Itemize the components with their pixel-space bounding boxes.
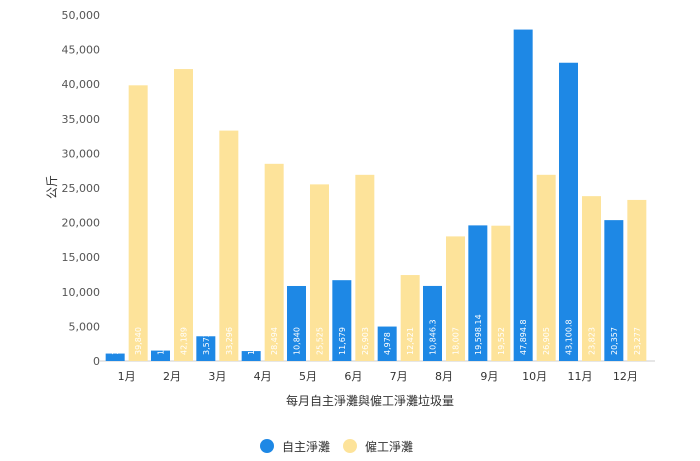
bar-value-label: 1,505 — [157, 332, 166, 355]
bar-value-label: 26,905 — [542, 327, 551, 355]
bar-value-label: 11,679 — [338, 327, 347, 355]
bar-series-2 — [174, 69, 193, 361]
bar-series-2 — [400, 275, 420, 361]
bar-series-2 — [536, 174, 556, 361]
y-axis-title: 公斤 — [45, 175, 59, 199]
bar-series-2 — [310, 184, 329, 361]
x-tick-label: 6月 — [344, 370, 362, 383]
bar-series-1 — [377, 326, 397, 361]
bar-value-label: 20,357 — [610, 327, 619, 355]
legend-marker-series-2 — [343, 439, 357, 453]
bar-series-1 — [287, 285, 306, 361]
y-tick-label: 20,000 — [62, 217, 101, 230]
x-tick-label: 7月 — [390, 370, 408, 383]
y-tick-label: 45,000 — [62, 44, 101, 57]
bar-series-1 — [196, 336, 216, 361]
x-tick-label: 10月 — [522, 370, 547, 383]
x-tick-label: 8月 — [435, 370, 453, 383]
bar-series-2 — [264, 163, 284, 361]
x-tick-label: 1月 — [118, 370, 136, 383]
bar-value-label: 3,573 — [202, 332, 211, 355]
bars: 1,075 39,840 1,505 42,189 3,573 33,296 1,435 28… — [105, 29, 647, 362]
bar-value-label: 18,007 — [452, 327, 461, 355]
bar-value-label: 1,075 — [111, 332, 120, 355]
bar-value-label: 39,840 — [134, 327, 143, 355]
y-tick-label: 35,000 — [62, 113, 101, 126]
legend-label-series-1: 自主淨灘 — [282, 440, 330, 454]
y-tick-label: 10,000 — [62, 286, 101, 299]
bar-value-label: 25,525 — [316, 327, 325, 355]
bar-value-label: 10,840 — [293, 327, 302, 355]
bar-series-2 — [446, 236, 465, 361]
bar-series-2 — [491, 225, 511, 361]
x-tick-label: 2月 — [163, 370, 181, 383]
x-tick-label: 11月 — [568, 370, 593, 383]
y-tick-label: 15,000 — [62, 251, 101, 264]
y-tick-label: 40,000 — [62, 78, 101, 91]
bar-series-2 — [355, 174, 375, 361]
y-tick-label: 30,000 — [62, 147, 101, 160]
bar-series-2 — [582, 196, 601, 361]
bar-value-label: 23,277 — [633, 327, 642, 355]
y-tick-label: 50,000 — [62, 9, 101, 22]
y-tick-label: 25,000 — [62, 182, 101, 195]
bar-value-label: 19,552 — [497, 327, 506, 355]
bar-value-label: 42,189 — [180, 327, 189, 355]
bar-value-label: 43,100.8 — [565, 319, 574, 355]
x-axis: 1月 2月 3月 4月 5月 6月 7月 8月 9月 10月 11月 12月 — [118, 370, 638, 383]
bar-series-2 — [219, 130, 239, 361]
bar-value-label: 28,494 — [270, 327, 279, 355]
x-tick-label: 5月 — [299, 370, 317, 383]
y-tick-label: 0 — [93, 355, 100, 368]
y-axis: 0 5,000 10,000 15,000 20,000 25,000 30,000 35,0… — [62, 9, 101, 368]
bar-series-1 — [513, 29, 533, 361]
legend: 自主淨灘 僱工淨灘 — [260, 439, 413, 454]
bar-value-label: 10,846.3 — [429, 319, 438, 355]
bar-value-label: 12,421 — [406, 327, 415, 355]
bar-value-label: 23,823 — [588, 327, 597, 355]
x-tick-label: 12月 — [613, 370, 638, 383]
bar-series-1 — [423, 285, 442, 361]
legend-label-series-2: 僱工淨灘 — [365, 439, 413, 454]
x-tick-label: 3月 — [208, 370, 226, 383]
bar-value-label: 4,978 — [383, 332, 392, 355]
bar-value-label: 19,598.14 — [474, 314, 483, 355]
x-tick-label: 4月 — [254, 370, 272, 383]
bar-series-1 — [151, 350, 170, 361]
y-tick-label: 5,000 — [69, 320, 101, 333]
x-axis-title: 每月自主淨灘與僱工淨灘垃圾量 — [286, 393, 454, 408]
bar-value-label: 26,903 — [361, 327, 370, 355]
bar-value-label: 33,296 — [225, 327, 234, 355]
bar-series-1 — [105, 353, 125, 361]
bar-series-1 — [604, 220, 624, 361]
bar-value-label: 47,894.8 — [519, 319, 528, 355]
bar-series-2 — [627, 199, 647, 361]
bar-series-1 — [559, 62, 578, 361]
bar-value-label: 1,435 — [247, 332, 256, 355]
bar-series-1 — [332, 280, 352, 361]
bar-series-1 — [468, 225, 488, 361]
x-tick-label: 9月 — [480, 370, 498, 383]
bar-series-2 — [128, 85, 148, 362]
bar-series-1 — [241, 351, 261, 361]
legend-marker-series-1 — [260, 439, 274, 453]
